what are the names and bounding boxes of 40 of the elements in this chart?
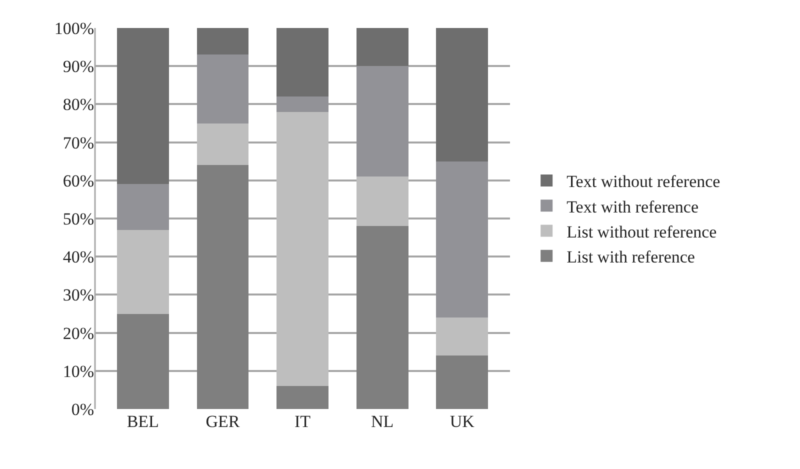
bar <box>356 176 408 226</box>
y-tick-label: 80% <box>62 95 94 114</box>
legend-label: List without reference <box>566 222 717 242</box>
bar <box>196 28 249 55</box>
bar <box>276 96 328 112</box>
bar <box>196 54 249 124</box>
bar <box>356 66 408 177</box>
bar <box>196 165 249 409</box>
y-tick-label: 60% <box>62 171 94 190</box>
legend-label: Text with reference <box>566 197 699 216</box>
legend-label: List with reference <box>566 247 695 266</box>
bar <box>276 386 328 409</box>
x-tick-label: UK <box>450 412 476 431</box>
y-tick-label: 30% <box>62 286 94 305</box>
y-tick-label: 70% <box>62 133 94 152</box>
y-tick-label: 20% <box>62 324 94 343</box>
bar <box>276 28 328 97</box>
bar <box>436 318 488 356</box>
x-tick-label: GER <box>206 412 240 431</box>
bar <box>196 123 249 166</box>
y-tick-label: 10% <box>62 362 94 381</box>
bar <box>116 314 169 409</box>
x-tick-label: NL <box>370 412 394 431</box>
y-tick-label: 90% <box>62 57 94 76</box>
bar <box>436 28 488 162</box>
bar <box>116 28 169 184</box>
y-tick-label: 100% <box>54 18 94 38</box>
bar <box>436 356 488 409</box>
bar <box>356 28 408 66</box>
y-tick-label: 0% <box>71 400 94 419</box>
bar <box>356 226 408 409</box>
y-tick-label: 40% <box>62 248 94 267</box>
bar <box>276 112 328 386</box>
bar <box>116 230 169 314</box>
bar <box>116 184 169 230</box>
x-tick-label: IT <box>294 412 312 431</box>
bar <box>436 161 488 318</box>
legend-label: Text without reference <box>566 172 720 192</box>
y-tick-label: 50% <box>62 209 94 228</box>
x-tick-label: BEL <box>126 412 159 431</box>
